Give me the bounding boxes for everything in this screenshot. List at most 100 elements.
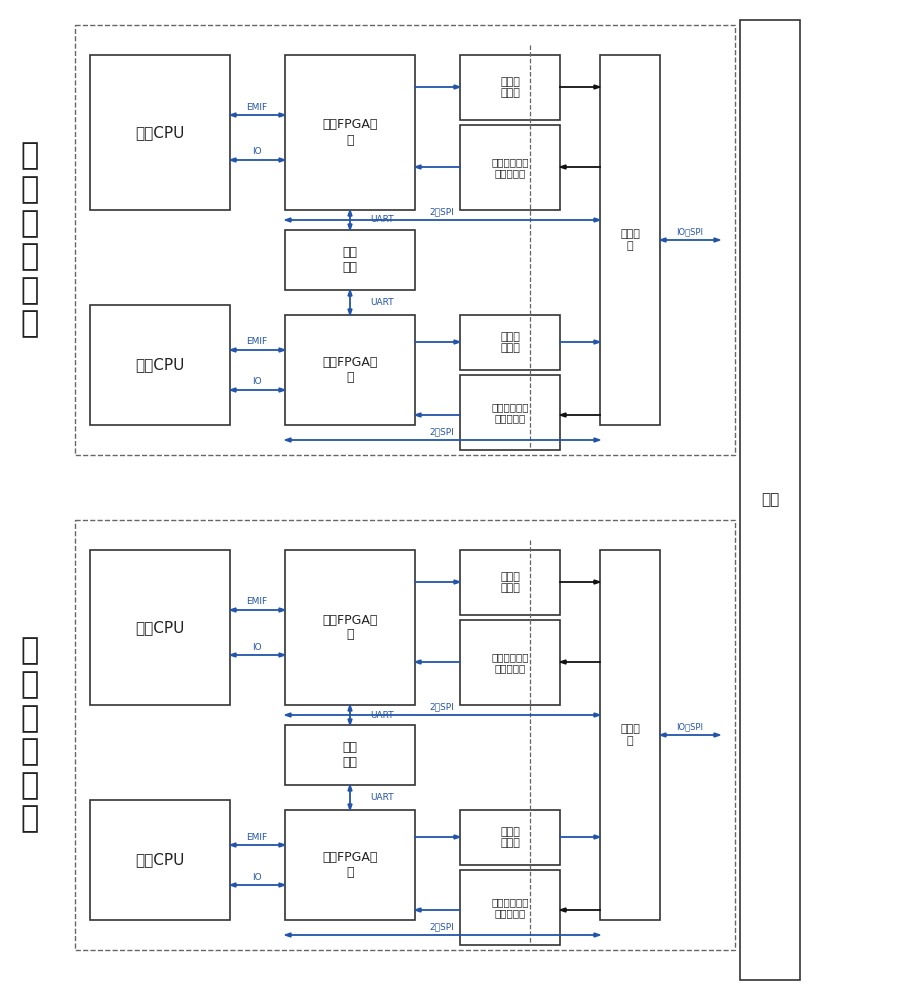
Polygon shape bbox=[279, 843, 285, 847]
Bar bbox=[460, 375, 560, 450]
Polygon shape bbox=[560, 660, 566, 664]
Text: IO: IO bbox=[252, 147, 262, 156]
Polygon shape bbox=[560, 413, 566, 417]
Bar bbox=[460, 550, 560, 615]
Bar bbox=[285, 55, 415, 210]
Text: 本系和对系主
从状态采集: 本系和对系主 从状态采集 bbox=[491, 157, 529, 178]
Text: IO: IO bbox=[252, 872, 262, 882]
Polygon shape bbox=[560, 165, 566, 169]
Polygon shape bbox=[279, 388, 285, 392]
Text: EMIF: EMIF bbox=[247, 832, 267, 842]
Bar bbox=[460, 315, 560, 370]
Polygon shape bbox=[454, 580, 460, 584]
Bar bbox=[285, 230, 415, 290]
Bar bbox=[600, 55, 660, 425]
Polygon shape bbox=[348, 719, 352, 725]
Text: EMIF: EMIF bbox=[247, 597, 267, 606]
Polygon shape bbox=[279, 158, 285, 162]
Polygon shape bbox=[230, 158, 236, 162]
Polygon shape bbox=[230, 653, 236, 657]
Text: EMIF: EMIF bbox=[247, 103, 267, 111]
Polygon shape bbox=[714, 733, 720, 737]
Text: 本系和对系主
从状态采集: 本系和对系主 从状态采集 bbox=[491, 897, 529, 918]
Polygon shape bbox=[454, 340, 460, 344]
Polygon shape bbox=[348, 785, 352, 791]
Text: UART: UART bbox=[370, 793, 393, 802]
Polygon shape bbox=[285, 933, 291, 937]
Text: 主从状
态输出: 主从状 态输出 bbox=[500, 332, 520, 353]
Text: 第
二
单
模
通
道: 第 二 单 模 通 道 bbox=[21, 637, 39, 834]
Polygon shape bbox=[285, 218, 291, 222]
Text: 第二CPU: 第二CPU bbox=[135, 358, 184, 372]
Text: IO及SPI: IO及SPI bbox=[677, 228, 704, 236]
Polygon shape bbox=[230, 113, 236, 117]
Polygon shape bbox=[594, 218, 600, 222]
Bar bbox=[285, 725, 415, 785]
Text: 第二FPGA模
块: 第二FPGA模 块 bbox=[322, 356, 378, 384]
Text: IO及SPI: IO及SPI bbox=[677, 722, 704, 732]
Polygon shape bbox=[348, 210, 352, 216]
Text: 背板接
口: 背板接 口 bbox=[620, 229, 640, 251]
Text: IO: IO bbox=[252, 643, 262, 652]
Polygon shape bbox=[415, 413, 421, 417]
Text: 本系和对系主
从状态采集: 本系和对系主 从状态采集 bbox=[491, 652, 529, 673]
Polygon shape bbox=[454, 85, 460, 89]
Polygon shape bbox=[594, 580, 600, 584]
Polygon shape bbox=[279, 608, 285, 612]
Bar bbox=[285, 550, 415, 705]
Bar bbox=[90, 55, 230, 210]
Text: UART: UART bbox=[370, 216, 393, 225]
Polygon shape bbox=[660, 238, 666, 242]
Text: 第二CPU: 第二CPU bbox=[135, 852, 184, 867]
Text: 主从状
态输出: 主从状 态输出 bbox=[500, 572, 520, 593]
Polygon shape bbox=[714, 238, 720, 242]
Text: 背板: 背板 bbox=[760, 492, 779, 508]
Text: EMIF: EMIF bbox=[247, 338, 267, 347]
Bar bbox=[90, 550, 230, 705]
Bar bbox=[285, 810, 415, 920]
Bar bbox=[460, 810, 560, 865]
Bar bbox=[740, 20, 800, 980]
Polygon shape bbox=[415, 165, 421, 169]
Text: 本系和对系主
从状态采集: 本系和对系主 从状态采集 bbox=[491, 402, 529, 423]
Bar bbox=[600, 550, 660, 920]
Polygon shape bbox=[348, 290, 352, 296]
Polygon shape bbox=[594, 340, 600, 344]
Polygon shape bbox=[594, 85, 600, 89]
Text: IO: IO bbox=[252, 377, 262, 386]
Text: 隔离
器件: 隔离 器件 bbox=[343, 246, 357, 274]
Polygon shape bbox=[560, 908, 566, 912]
Text: 2路SPI: 2路SPI bbox=[429, 428, 454, 436]
Bar bbox=[75, 25, 735, 455]
Polygon shape bbox=[348, 804, 352, 810]
Polygon shape bbox=[594, 835, 600, 839]
Text: 2路SPI: 2路SPI bbox=[429, 702, 454, 712]
Text: 第二FPGA模
块: 第二FPGA模 块 bbox=[322, 851, 378, 879]
Polygon shape bbox=[285, 438, 291, 442]
Text: 第一CPU: 第一CPU bbox=[135, 620, 184, 635]
Bar bbox=[285, 315, 415, 425]
Polygon shape bbox=[230, 348, 236, 352]
Polygon shape bbox=[594, 438, 600, 442]
Text: 背板接
口: 背板接 口 bbox=[620, 724, 640, 746]
Polygon shape bbox=[279, 883, 285, 887]
Text: UART: UART bbox=[370, 298, 393, 307]
Text: 第一FPGA模
块: 第一FPGA模 块 bbox=[322, 118, 378, 146]
Text: 隔离
器件: 隔离 器件 bbox=[343, 741, 357, 769]
Polygon shape bbox=[348, 309, 352, 315]
Polygon shape bbox=[415, 908, 421, 912]
Polygon shape bbox=[230, 608, 236, 612]
Bar bbox=[90, 800, 230, 920]
Text: 主从状
态输出: 主从状 态输出 bbox=[500, 827, 520, 848]
Polygon shape bbox=[594, 933, 600, 937]
Text: 第一CPU: 第一CPU bbox=[135, 125, 184, 140]
Polygon shape bbox=[279, 113, 285, 117]
Polygon shape bbox=[348, 705, 352, 711]
Bar bbox=[460, 55, 560, 120]
Polygon shape bbox=[279, 348, 285, 352]
Polygon shape bbox=[348, 224, 352, 230]
Polygon shape bbox=[230, 883, 236, 887]
Text: 主从状
态输出: 主从状 态输出 bbox=[500, 77, 520, 98]
Polygon shape bbox=[415, 660, 421, 664]
Polygon shape bbox=[285, 713, 291, 717]
